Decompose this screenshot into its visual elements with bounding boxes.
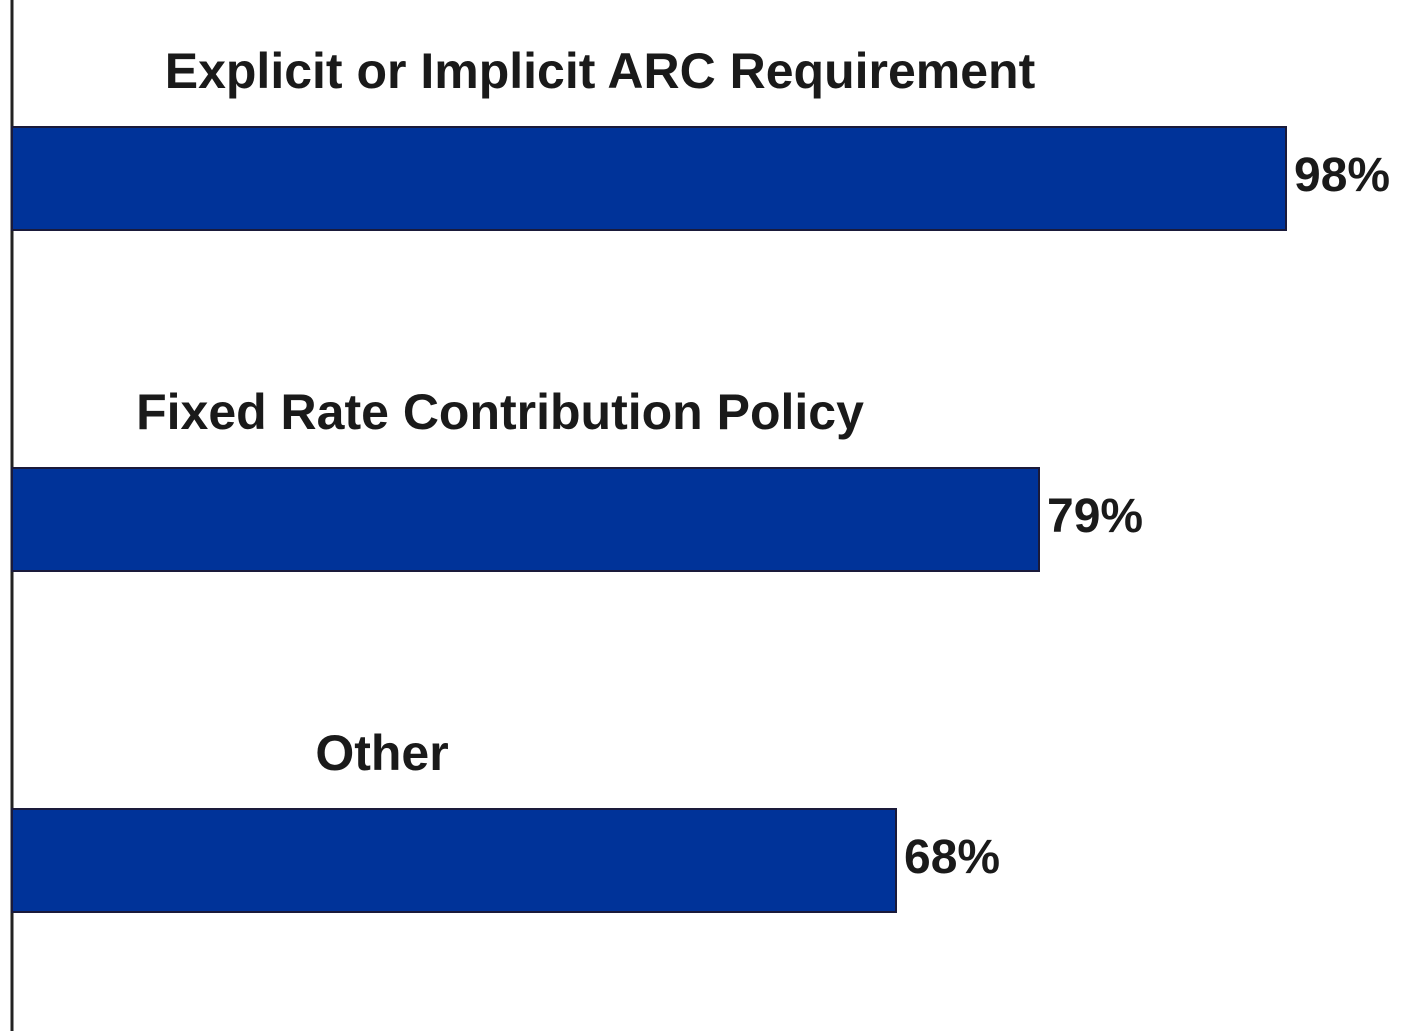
value-label: 79% — [1047, 490, 1143, 543]
category-label: Other — [315, 725, 448, 781]
category-label: Fixed Rate Contribution Policy — [136, 384, 864, 440]
category-label: Explicit or Implicit ARC Requirement — [165, 43, 1036, 99]
value-label: 98% — [1294, 149, 1390, 202]
bar — [11, 126, 1287, 231]
value-label: 68% — [904, 831, 1000, 884]
bar — [11, 467, 1040, 572]
bar — [11, 808, 897, 913]
